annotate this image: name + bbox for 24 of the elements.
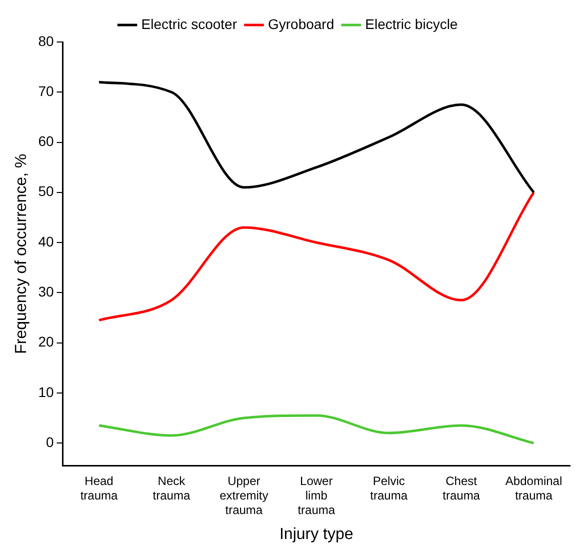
x-tick-label: Upper extremity trauma [220, 474, 268, 517]
line-series [98, 80, 536, 194]
x-axis-title: Injury type [279, 526, 354, 543]
x-tick-label: Head trauma [80, 474, 118, 503]
y-tick-label: 40 [38, 233, 54, 250]
y-tick-label: 30 [38, 284, 54, 300]
x-tick-label: Chest trauma [442, 474, 480, 503]
line-series [98, 191, 536, 322]
y-axis-title: Frequency of occurrence, % [13, 154, 30, 354]
x-tick-label: Pelvic trauma [370, 474, 408, 503]
x-tick-label: Lower limb trauma [298, 474, 336, 517]
y-tick-label: 60 [38, 133, 54, 150]
y-tick-label: 70 [38, 82, 54, 99]
y-tick-label: 20 [38, 334, 54, 350]
y-tick-label: 10 [38, 384, 54, 400]
legend-label: Electric scooter [141, 16, 238, 32]
x-tick-label: Abdominal trauma [505, 474, 562, 503]
y-tick-label: 0 [46, 434, 54, 450]
x-tick-label: Neck trauma [152, 474, 190, 503]
y-tick-label: 50 [38, 183, 54, 200]
legend-label: Gyroboard [268, 16, 334, 32]
legend-label: Electric bicycle [365, 16, 458, 32]
line-series [98, 414, 536, 444]
y-tick-label: 80 [38, 32, 54, 49]
